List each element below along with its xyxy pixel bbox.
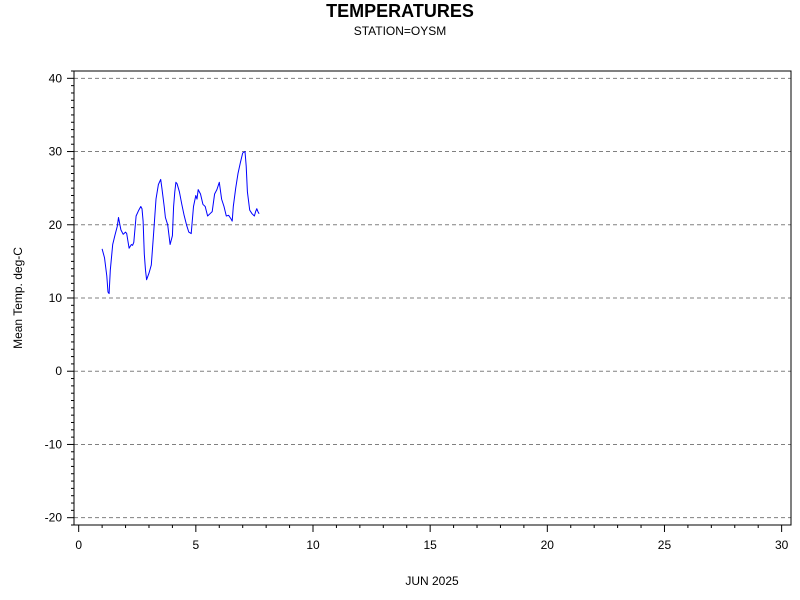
- x-tick-label: 5: [192, 538, 199, 552]
- y-tick-label: 0: [55, 364, 62, 378]
- y-tick-label: 40: [49, 71, 63, 85]
- y-tick-label: 10: [49, 291, 63, 305]
- y-axis-label: Mean Temp. deg-C: [11, 247, 25, 349]
- x-tick-label: 15: [423, 538, 437, 552]
- plot-frame: [73, 70, 792, 526]
- y-tick-label: 20: [49, 218, 63, 232]
- series-layer: [101, 151, 260, 295]
- series-line-mean-temp: [101, 151, 260, 295]
- chart-title: TEMPERATURES: [326, 1, 474, 21]
- x-tick-label: 20: [541, 538, 555, 552]
- axes: 40 30 20 10 0 -10 -20 0 5 10 15 20 25 30: [45, 70, 789, 552]
- grid-lines: [74, 77, 791, 519]
- x-tick-label: 0: [75, 538, 82, 552]
- chart-subtitle: STATION=OYSM: [354, 24, 447, 38]
- y-tick-label: -10: [45, 437, 63, 451]
- y-tick-label: 30: [49, 145, 63, 159]
- x-tick-label: 10: [306, 538, 320, 552]
- x-axis-label: JUN 2025: [405, 574, 459, 588]
- y-tick-label: -20: [45, 511, 63, 525]
- x-tick-label: 25: [658, 538, 672, 552]
- x-tick-label: 30: [775, 538, 789, 552]
